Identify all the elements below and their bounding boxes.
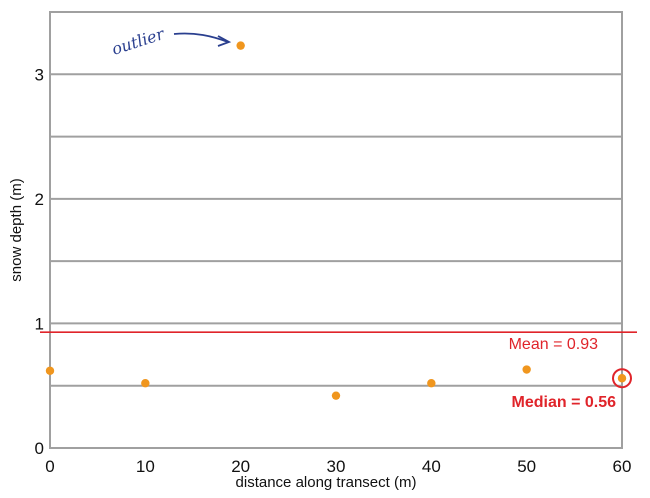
outlier-arrowhead (217, 35, 232, 47)
x-tick-label: 50 (517, 457, 536, 476)
x-tick-label: 20 (231, 457, 250, 476)
data-point (236, 41, 245, 50)
y-axis-label: snow depth (m) (8, 178, 25, 281)
x-axis-label: distance along transect (m) (236, 474, 417, 491)
plot-frame (49, 11, 623, 449)
x-tick-label: 10 (136, 457, 155, 476)
outlier-arrow (173, 32, 229, 43)
mean-label: Mean = 0.93 (509, 336, 599, 353)
gridlines (50, 73, 622, 387)
x-tick-label: 0 (45, 457, 54, 476)
data-point (617, 374, 627, 383)
data-point (522, 365, 531, 374)
x-tick-label: 30 (327, 457, 346, 476)
data-point (45, 366, 55, 375)
data-points (45, 41, 627, 400)
data-point (331, 391, 341, 400)
x-tick-label: 40 (422, 457, 441, 476)
x-tick-label: 60 (613, 457, 632, 476)
y-tick-label: 0 (35, 439, 44, 458)
data-point (141, 379, 150, 388)
y-tick-label: 3 (35, 65, 44, 84)
y-tick-labels: 0 1 2 3 (35, 65, 44, 458)
data-point (427, 379, 436, 388)
median-highlight-circle (612, 368, 632, 389)
median-label: Median = 0.56 (512, 394, 617, 411)
x-tick-labels: 0 10 20 30 40 50 60 (45, 457, 631, 476)
y-tick-label: 2 (35, 190, 44, 209)
outlier-label: outlier (109, 24, 167, 59)
y-tick-label: 1 (35, 314, 44, 333)
outlier-annotation: outlier (109, 24, 232, 59)
